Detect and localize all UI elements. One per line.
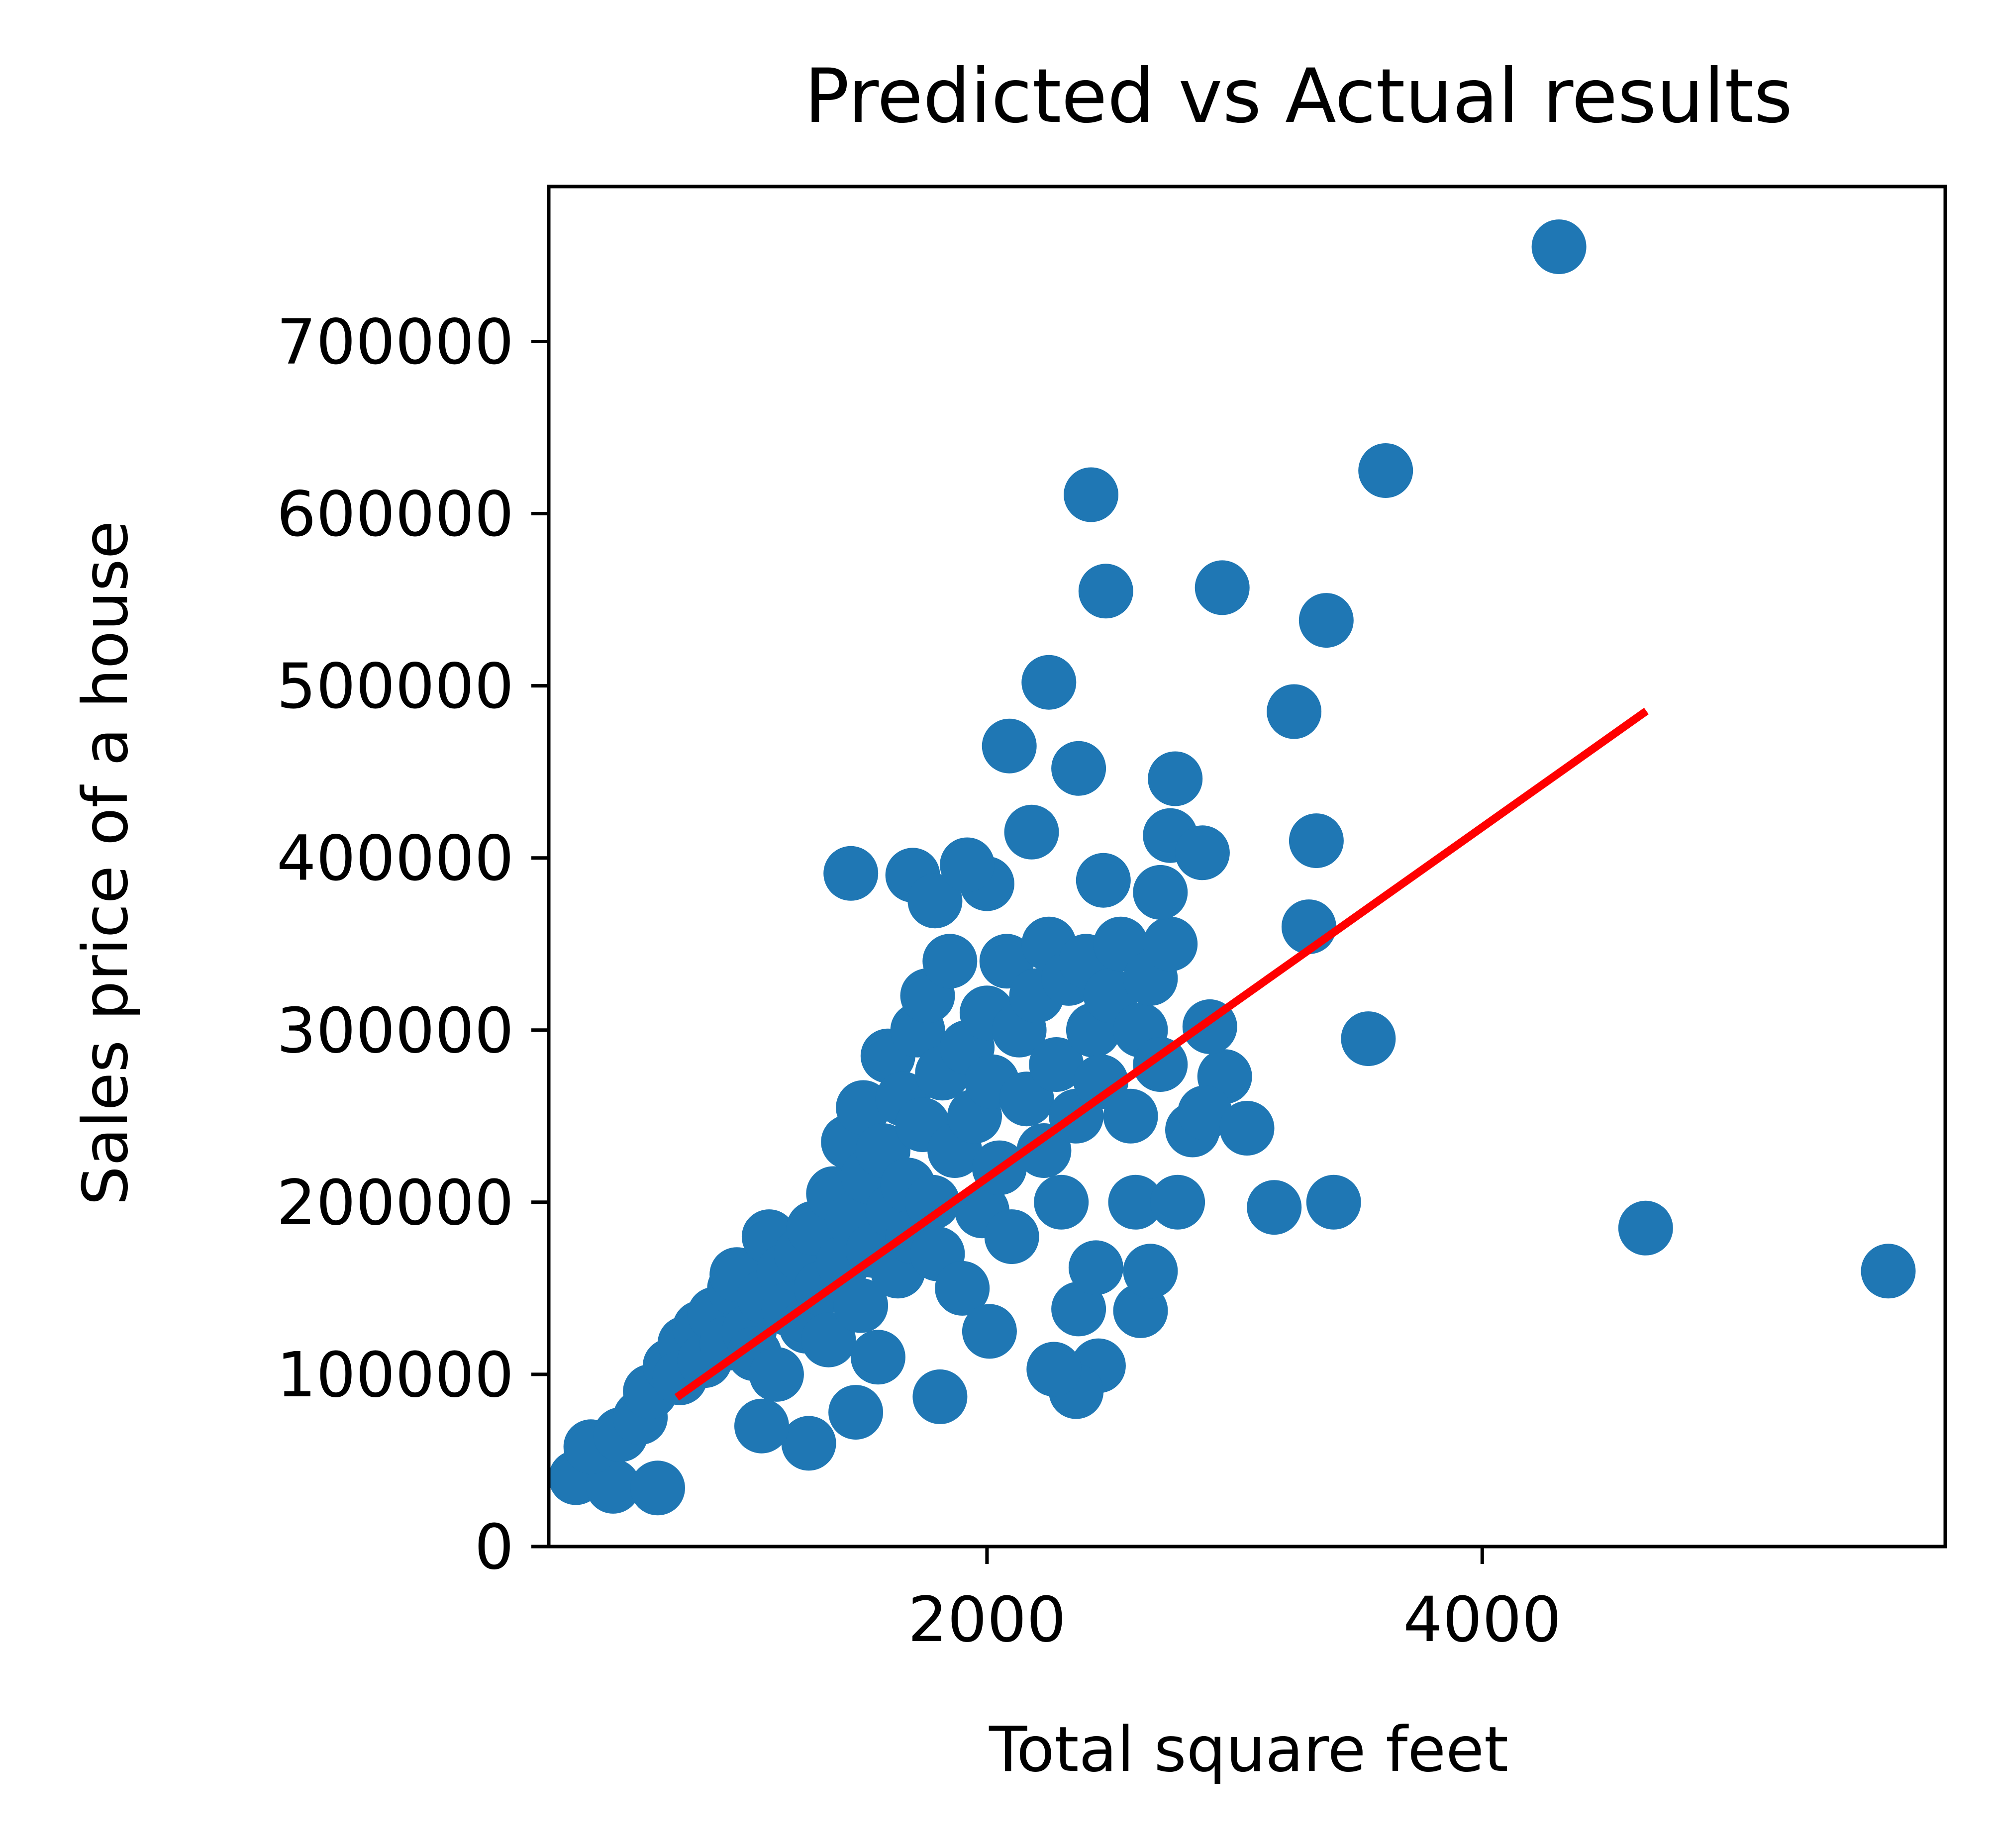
scatter-point — [1108, 1174, 1163, 1230]
scatter-point — [833, 1278, 889, 1333]
scatter-point — [1016, 1123, 1072, 1178]
y-axis-ticks: 0 100000 200000 300000 400000 500000 600000 700… — [277, 306, 549, 1583]
scatter-point — [1034, 1174, 1089, 1230]
scatter-point — [1021, 655, 1077, 710]
scatter-point — [1298, 593, 1354, 648]
scatter-point — [1306, 1174, 1361, 1230]
scatter-point — [1267, 684, 1322, 739]
scatter-point — [962, 1304, 1017, 1359]
chart-title: Predicted vs Actual results — [804, 53, 1793, 140]
scatter-point — [1076, 853, 1131, 908]
scatter-point — [1133, 1037, 1188, 1092]
scatter-point — [1150, 1174, 1205, 1230]
y-tick-label: 300000 — [277, 995, 514, 1067]
x-tick-label: 2000 — [908, 1584, 1066, 1656]
scatter-point — [907, 874, 963, 929]
scatter-point — [982, 718, 1037, 774]
scatter-point — [828, 1385, 884, 1440]
scatter-point — [1175, 825, 1230, 880]
y-tick-label: 600000 — [277, 479, 514, 551]
y-tick-label: 500000 — [277, 651, 514, 723]
scatter-point — [1143, 916, 1198, 972]
plot-area — [549, 219, 1916, 1516]
y-tick-label: 0 — [474, 1511, 514, 1583]
scatter-point — [850, 1330, 905, 1385]
scatter-point — [1177, 1085, 1232, 1140]
regression-line-path — [674, 707, 1649, 1401]
scatter-point — [1051, 1281, 1106, 1337]
scatter-point — [630, 1460, 685, 1516]
scatter-point — [1133, 865, 1188, 920]
scatter-point — [1103, 1088, 1158, 1144]
scatter-point — [912, 1369, 968, 1424]
y-tick-label: 400000 — [277, 823, 514, 895]
y-tick-label: 200000 — [277, 1167, 514, 1239]
scatter-point — [1219, 1101, 1275, 1156]
scatter-point — [1289, 813, 1344, 869]
scatter-point — [1148, 751, 1203, 806]
y-tick-label: 100000 — [277, 1339, 514, 1411]
scatter-point — [1026, 1342, 1082, 1397]
scatter-point — [1247, 1180, 1302, 1235]
scatter-point — [905, 1174, 960, 1230]
scatter-point — [935, 1261, 990, 1316]
scatter-point — [1078, 564, 1133, 619]
y-axis-label: Sales price of a house — [70, 521, 142, 1206]
scatter-point — [749, 1347, 804, 1402]
scatter-point — [984, 1209, 1039, 1264]
scatter-point — [1341, 1011, 1396, 1067]
scatter-point — [1618, 1200, 1673, 1256]
x-axis-label: Total square feet — [989, 1714, 1508, 1786]
scatter-point — [781, 1416, 836, 1471]
scatter-point — [1029, 1037, 1084, 1092]
scatter-point — [1861, 1244, 1916, 1299]
scatter-point — [1051, 741, 1106, 796]
scatter-point — [801, 1312, 856, 1367]
plot-frame — [547, 185, 1947, 1549]
x-axis-ticks: 2000 4000 — [908, 1547, 1561, 1656]
scatter-point — [1123, 1244, 1178, 1299]
regression-line — [674, 707, 1649, 1401]
scatter-point — [1195, 560, 1250, 615]
scatter-point — [922, 934, 978, 989]
scatter-point — [734, 1398, 789, 1454]
scatter-point — [940, 837, 995, 892]
scatter-point — [1531, 219, 1587, 275]
x-tick-label: 4000 — [1403, 1584, 1561, 1656]
scatter-point — [823, 846, 879, 901]
y-tick-label: 700000 — [277, 306, 514, 379]
scatter-point — [1358, 443, 1413, 498]
scatter-point — [1068, 1240, 1123, 1295]
scatter-point — [1064, 467, 1118, 522]
scatter-point — [1004, 804, 1059, 860]
